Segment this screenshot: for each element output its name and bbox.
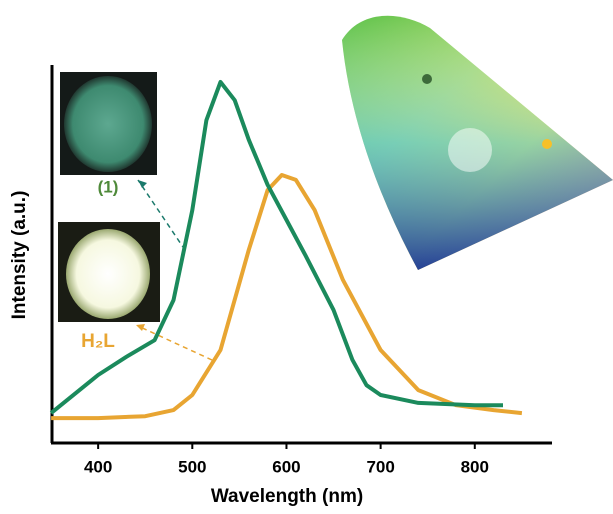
page: {"chart_data": {"type": "line", "x_label… — [0, 0, 613, 514]
photo-1 — [60, 72, 157, 175]
x-tick-label: 700 — [366, 457, 394, 476]
arrowhead — [136, 324, 145, 331]
chart: (1) H₂L Wavelength (nm) Intensity (a.u.)… — [0, 0, 613, 509]
x-axis-label: Wavelength (nm) — [211, 486, 363, 507]
annotation: H₂L — [81, 331, 115, 352]
y-axis-label: Intensity (a.u.) — [9, 191, 30, 320]
annotation: (1) — [98, 177, 119, 196]
x-tick-label: 800 — [461, 457, 489, 476]
photo-h2l — [58, 222, 160, 322]
x-tick-label: 600 — [272, 457, 300, 476]
cie-diagram — [342, 16, 613, 270]
x-tick-label: 400 — [84, 457, 112, 476]
arrowhead — [138, 180, 147, 188]
x-tick-label: 500 — [178, 457, 206, 476]
